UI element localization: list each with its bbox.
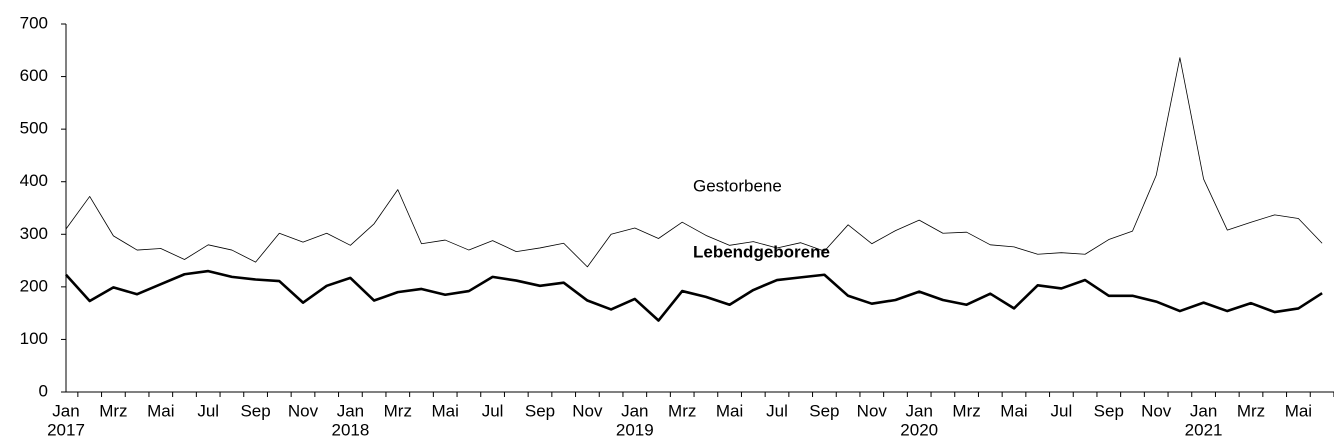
series-label: Gestorbene (693, 176, 782, 195)
x-tick-label: Mrz (1237, 401, 1265, 420)
year-label: 2020 (900, 420, 938, 439)
x-tick-label: Jan (337, 401, 364, 420)
x-tick-label: Sep (809, 401, 839, 420)
series-line (65, 269, 1323, 322)
x-tick-label: Jan (52, 401, 79, 420)
year-label: 2021 (1185, 420, 1223, 439)
y-tick-label: 300 (20, 224, 48, 243)
y-tick-label: 100 (20, 329, 48, 348)
x-tick-label: Nov (857, 401, 888, 420)
y-tick-label: 0 (39, 381, 48, 400)
x-tick-label: Mai (1000, 401, 1027, 420)
x-tick-label: Mrz (384, 401, 412, 420)
x-tick-label: Sep (240, 401, 270, 420)
x-tick-label: Mai (147, 401, 174, 420)
x-tick-label: Nov (288, 401, 319, 420)
x-tick-label: Mai (1285, 401, 1312, 420)
x-tick-label: Jan (1190, 401, 1217, 420)
x-tick-label: Mrz (668, 401, 696, 420)
y-tick-label: 600 (20, 66, 48, 85)
y-tick-label: 400 (20, 171, 48, 190)
x-tick-label: Jul (197, 401, 219, 420)
x-tick-label: Mrz (99, 401, 127, 420)
x-tick-label: Jan (621, 401, 648, 420)
y-tick-label: 500 (20, 119, 48, 138)
x-tick-label: Sep (525, 401, 555, 420)
year-label: 2019 (616, 420, 654, 439)
x-tick-label: Jul (1051, 401, 1073, 420)
series-line (65, 57, 1323, 268)
y-tick-label: 200 (20, 276, 48, 295)
year-label: 2018 (331, 420, 369, 439)
y-tick-label: 700 (20, 13, 48, 32)
x-tick-label: Nov (572, 401, 603, 420)
x-tick-label: Mai (716, 401, 743, 420)
x-tick-label: Mrz (952, 401, 980, 420)
year-label: 2017 (47, 420, 85, 439)
x-tick-label: Nov (1141, 401, 1172, 420)
x-tick-label: Mai (431, 401, 458, 420)
series-label: Lebendgeborene (693, 242, 830, 261)
x-tick-label: Jul (766, 401, 788, 420)
x-tick-label: Sep (1094, 401, 1124, 420)
x-tick-label: Jan (905, 401, 932, 420)
x-tick-label: Jul (482, 401, 504, 420)
